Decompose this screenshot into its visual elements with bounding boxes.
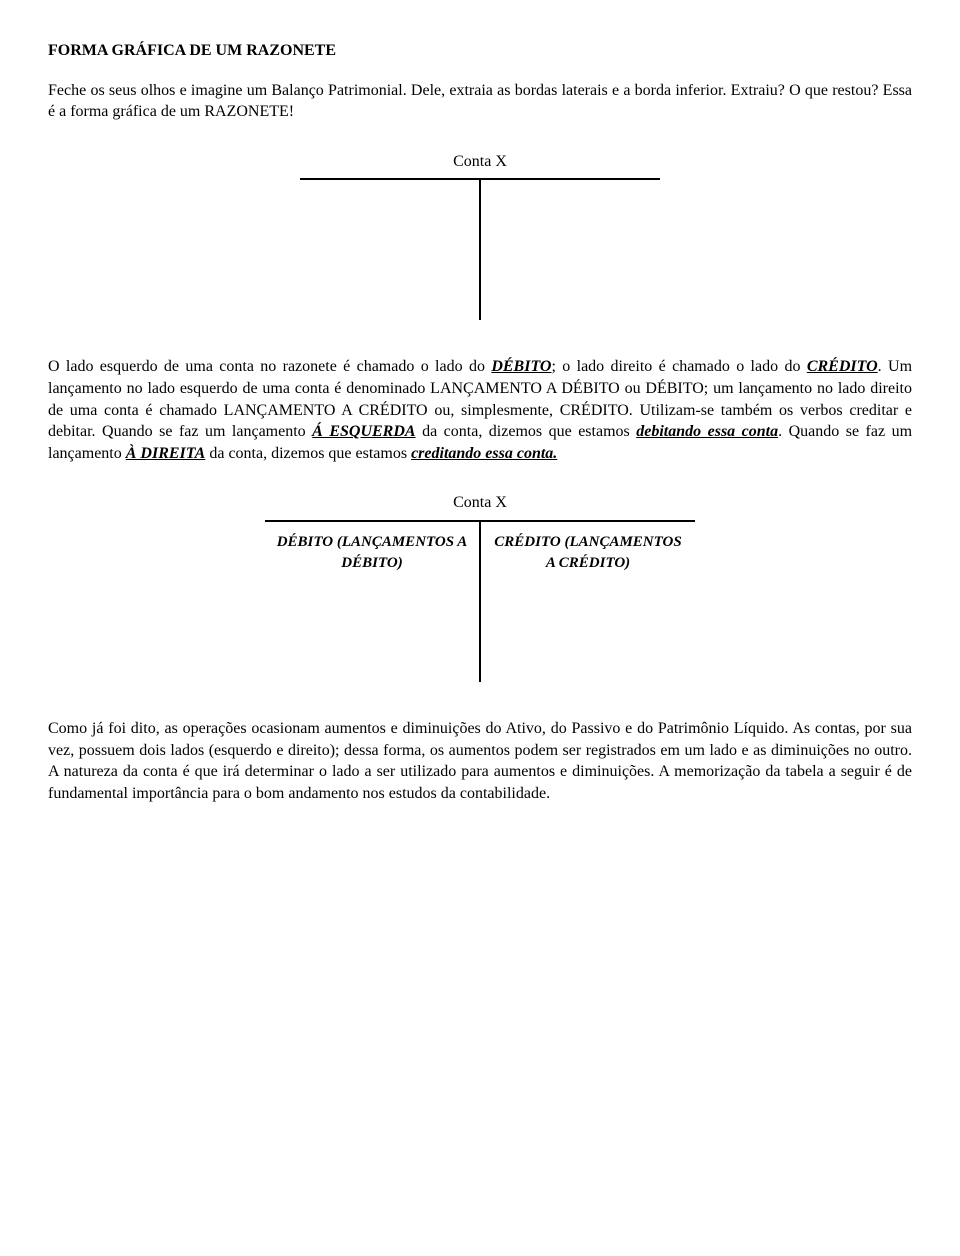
p2-t4: da conta, dizemos que estamos [416, 423, 637, 440]
t-account-1: Conta X [300, 151, 660, 321]
t-account-2-left: DÉBITO (LANÇAMENTOS A DÉBITO) [265, 522, 481, 682]
explanation-paragraph: O lado esquerdo de uma conta no razonete… [48, 356, 912, 464]
t-account-1-right [481, 180, 660, 320]
p2-t1: O lado esquerdo de uma conta no razonete… [48, 358, 491, 375]
t-account-1-title: Conta X [300, 151, 660, 173]
t-account-2-right: CRÉDITO (LANÇAMENTOS A CRÉDITO) [481, 522, 695, 682]
term-a-esquerda: Á ESQUERDA [312, 423, 415, 440]
t-account-2-title: Conta X [265, 492, 695, 514]
p2-t2: ; o lado direito é chamado o lado do [551, 358, 806, 375]
intro-paragraph: Feche os seus olhos e imagine um Balanço… [48, 80, 912, 123]
term-creditando: creditando essa conta. [411, 445, 557, 462]
closing-paragraph: Como já foi dito, as operações ocasionam… [48, 718, 912, 804]
p2-t6: da conta, dizemos que estamos [205, 445, 411, 462]
t-account-1-left [300, 180, 481, 320]
t-account-1-body [300, 180, 660, 320]
t-account-2-body: DÉBITO (LANÇAMENTOS A DÉBITO) CRÉDITO (L… [265, 522, 695, 682]
term-debitando: debitando essa conta [636, 423, 778, 440]
term-credito: CRÉDITO [807, 358, 878, 375]
term-debito: DÉBITO [491, 358, 551, 375]
t-account-2: Conta X DÉBITO (LANÇAMENTOS A DÉBITO) CR… [265, 492, 695, 682]
term-a-direita: À DIREITA [126, 445, 206, 462]
page-title: FORMA GRÁFICA DE UM RAZONETE [48, 40, 912, 62]
